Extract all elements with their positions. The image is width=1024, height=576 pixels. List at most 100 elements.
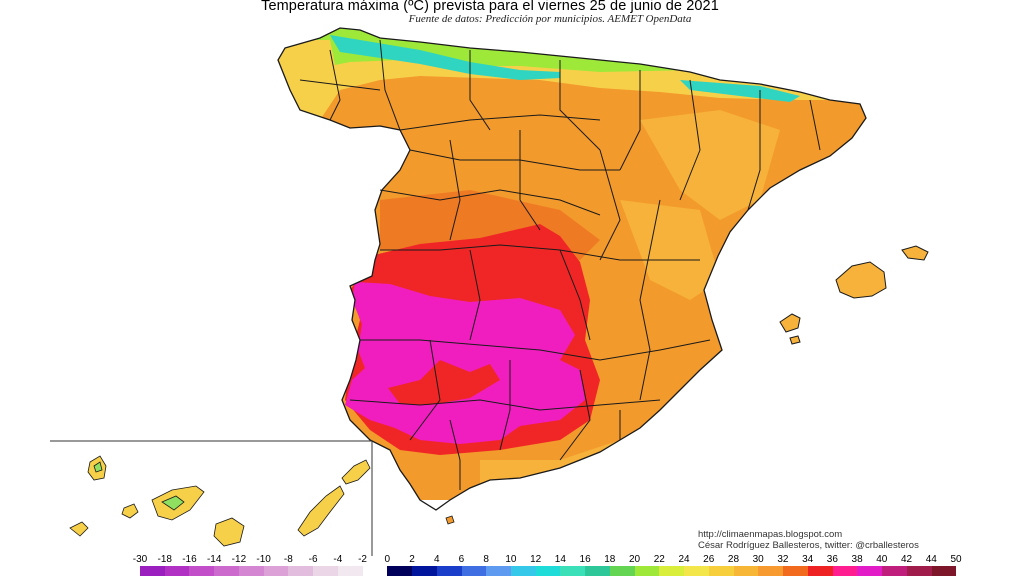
legend-label: 4 [433, 554, 440, 565]
legend-label: 32 [777, 554, 789, 565]
legend-swatch [659, 566, 685, 576]
border-andalucia [349, 399, 661, 411]
cantabrian-cyan-band [330, 35, 560, 80]
border-valladolid [519, 130, 541, 231]
mallorca-island [835, 261, 887, 299]
la-gomera-island [121, 503, 139, 519]
legend-swatch [758, 566, 784, 576]
border-cantabria [469, 50, 491, 131]
legend-swatch [387, 566, 413, 576]
legend-label: 42 [900, 554, 913, 565]
ebro-light-orange-area [640, 110, 780, 220]
legend-label: -14 [206, 554, 222, 565]
border-tajo [380, 244, 700, 261]
pyrenees-cyan-band [680, 80, 800, 102]
border-caceres [469, 249, 481, 341]
legend-label: 0 [384, 554, 391, 565]
legend-swatch [511, 566, 536, 576]
legend-swatch [708, 566, 734, 576]
legend-label: 16 [579, 554, 591, 565]
border-albacete [639, 299, 651, 401]
border-cordoba [499, 360, 511, 451]
province-borders [277, 27, 867, 511]
canary-islands-inset [50, 440, 373, 556]
legend-label: -10 [256, 554, 271, 565]
border-duero [379, 189, 601, 216]
legend-label: 34 [802, 554, 814, 565]
legend-swatch [486, 566, 512, 576]
legend-swatch [436, 566, 462, 576]
legend-label: 10 [505, 554, 517, 565]
legend-label: 38 [851, 554, 863, 565]
legend-swatch [882, 566, 907, 576]
legend-label: -12 [231, 554, 247, 565]
legend-labels: -30 -18 -16 -14 -12 -10 -8 -6 -4 -2 0 2 4 6 8 10 12 14 16 1… [130, 554, 962, 566]
menorca-island [901, 245, 929, 261]
legend-label: -2 [358, 554, 367, 565]
map-subtitle: Fuente de datos: Predicción por municipi… [408, 13, 692, 25]
legend-swatch [164, 566, 190, 576]
legend-label: 18 [604, 554, 616, 565]
border-toledo [559, 249, 591, 341]
legend-swatch [214, 566, 239, 576]
legend-label: 50 [950, 554, 962, 565]
legend-label: -18 [157, 554, 172, 565]
legend-swatch [684, 566, 709, 576]
legend-swatch [189, 566, 215, 576]
ibiza-island [779, 313, 801, 333]
border-navarra [619, 70, 641, 171]
legend-label: 14 [554, 554, 566, 565]
peninsula-coastline [277, 27, 867, 511]
el-hierro-island [69, 521, 89, 537]
legend-swatch [362, 566, 388, 576]
legend-label: 30 [752, 554, 764, 565]
legend-label: -6 [308, 554, 318, 565]
border-catalonia-2 [809, 99, 821, 151]
legend-label: -16 [182, 554, 197, 565]
legend-swatch [412, 566, 437, 576]
legend-label: 40 [876, 554, 888, 565]
legend-swatch [337, 566, 363, 576]
legend-swatch [313, 566, 338, 576]
border-soria [599, 149, 621, 261]
border-galicia-1 [329, 49, 341, 121]
border-aragon-west [679, 79, 701, 201]
credits-url[interactable]: http://climaenmapas.blogspot.com [698, 529, 843, 540]
legend-label: 44 [925, 554, 937, 565]
border-basque [559, 60, 601, 151]
teide-area [161, 495, 185, 511]
legend-swatch [832, 566, 858, 576]
legend-swatch [585, 566, 610, 576]
border-guadiana [360, 339, 711, 361]
credits: http://climaenmapas.blogspot.com César R… [698, 529, 919, 551]
legend-swatch [906, 566, 932, 576]
legend-swatch [609, 566, 635, 576]
ceuta [445, 515, 455, 525]
legend-label: 8 [483, 554, 489, 565]
color-legend-bar [140, 566, 957, 576]
legend-swatch [238, 566, 264, 576]
border-castilla-north [399, 114, 601, 131]
lanzarote-island [341, 459, 371, 485]
border-asturias [379, 39, 401, 131]
legend-label: 2 [409, 554, 415, 565]
legend-label: 28 [727, 554, 740, 565]
legend-label: -30 [132, 554, 148, 565]
legend-label: 24 [678, 554, 690, 565]
legend-swatch [857, 566, 883, 576]
border-galicia-2 [299, 79, 381, 91]
legend-swatch [807, 566, 833, 576]
legend-label: -8 [283, 554, 293, 565]
border-badajoz [409, 339, 441, 441]
legend-swatch [461, 566, 487, 576]
legend-swatch [288, 566, 314, 576]
red-patch-guadiana [388, 360, 500, 405]
legend-swatch [535, 566, 561, 576]
la-palma-summit [93, 461, 103, 473]
iberian-light-orange-area [620, 200, 720, 300]
legend-label: 20 [628, 554, 641, 565]
legend-swatch [263, 566, 289, 576]
formentera-island [789, 335, 801, 345]
legend-label: 26 [703, 554, 715, 565]
